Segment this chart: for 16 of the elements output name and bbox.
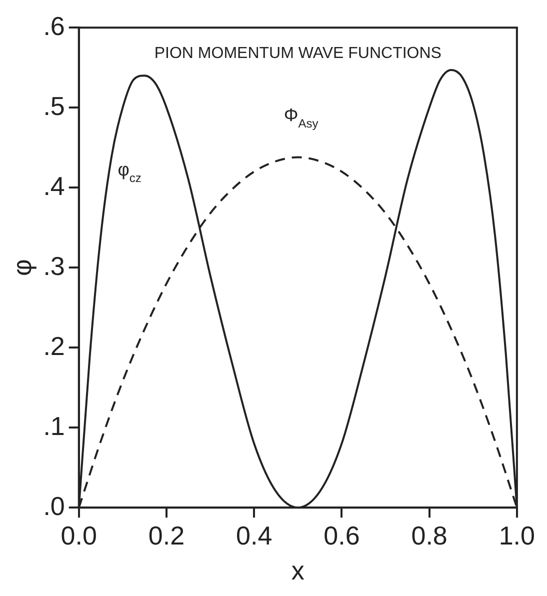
y-axis-title: φ — [6, 259, 37, 276]
x-tick-label: 0.6 — [324, 520, 360, 550]
x-tick-label: 0.8 — [411, 520, 448, 550]
y-tick-label: .0 — [43, 490, 65, 521]
x-tick-label: 0.4 — [236, 520, 272, 550]
y-tick-label: .3 — [43, 250, 65, 281]
x-tick-label: 0.0 — [60, 520, 97, 550]
y-tick-label: .2 — [43, 330, 65, 361]
y-tick-label: .6 — [43, 10, 65, 41]
y-tick-label: .4 — [43, 170, 65, 201]
y-tick-label: .1 — [43, 410, 65, 441]
x-tick-label: 0.2 — [148, 520, 185, 550]
text: PION MOMENTUM WAVE FUNCTIONS — [154, 45, 442, 62]
x-axis-title: x — [291, 556, 304, 586]
x-tick-label: 1.0 — [498, 520, 536, 550]
y-tick-label: .5 — [43, 90, 65, 121]
